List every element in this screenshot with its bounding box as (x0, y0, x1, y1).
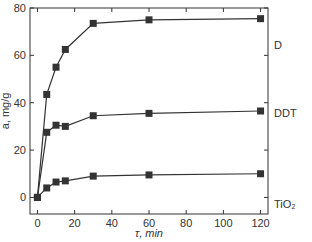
y-tick-right (264, 102, 268, 103)
y-tick-label: 0 (20, 191, 26, 203)
point (146, 171, 153, 178)
series-label: DDT (274, 107, 297, 119)
point (62, 177, 69, 184)
series-line (37, 19, 260, 198)
x-tick-top (37, 8, 38, 12)
point (257, 15, 264, 22)
x-tick-top (223, 8, 224, 12)
y-tick-label: 80 (14, 2, 26, 14)
chart: 020406080100120020406080τ, mina, mg/gDDD… (0, 0, 312, 242)
x-tick (74, 210, 75, 214)
x-tick-top (74, 8, 75, 12)
x-tick-label: 80 (180, 217, 192, 229)
point (34, 194, 41, 201)
x-tick (149, 210, 150, 214)
y-tick-right (264, 55, 268, 56)
point (90, 20, 97, 27)
x-tick (186, 210, 187, 214)
point (146, 16, 153, 23)
point (53, 122, 60, 129)
point (146, 110, 153, 117)
plot-area (34, 15, 264, 201)
point (90, 173, 97, 180)
y-tick-right (264, 150, 268, 151)
point (90, 112, 97, 119)
y-tick-label: 20 (14, 144, 26, 156)
y-axis-label: a, mg/g (0, 93, 11, 130)
y-tick (30, 150, 34, 151)
y-tick-label: 60 (14, 49, 26, 61)
x-tick (223, 210, 224, 214)
point (34, 194, 41, 201)
x-tick-top (260, 8, 261, 12)
x-tick-top (149, 8, 150, 12)
y-tick (30, 55, 34, 56)
point (62, 46, 69, 53)
point (43, 129, 50, 136)
point (43, 184, 50, 191)
x-tick-label: 40 (106, 217, 118, 229)
y-tick-right (264, 8, 268, 9)
x-tick-top (186, 8, 187, 12)
point (257, 170, 264, 177)
point (62, 123, 69, 130)
x-tick-label: 20 (69, 217, 81, 229)
y-tick-label: 40 (14, 97, 26, 109)
plot-frame (30, 8, 268, 214)
series-line (37, 111, 260, 197)
y-tick (30, 8, 34, 9)
x-axis-label: τ, min (135, 227, 163, 239)
series-label: D (274, 39, 282, 51)
y-tick-right (264, 197, 268, 198)
x-tick (111, 210, 112, 214)
point (53, 64, 60, 71)
point (34, 194, 41, 201)
y-tick (30, 197, 34, 198)
x-tick (37, 210, 38, 214)
x-tick (260, 210, 261, 214)
series-label: TiO₂ (274, 198, 296, 210)
point (43, 91, 50, 98)
point (257, 108, 264, 115)
point (53, 179, 60, 186)
x-tick-label: 0 (34, 217, 40, 229)
x-tick-label: 120 (251, 217, 269, 229)
y-tick (30, 102, 34, 103)
x-tick-label: 100 (214, 217, 232, 229)
x-tick-top (111, 8, 112, 12)
